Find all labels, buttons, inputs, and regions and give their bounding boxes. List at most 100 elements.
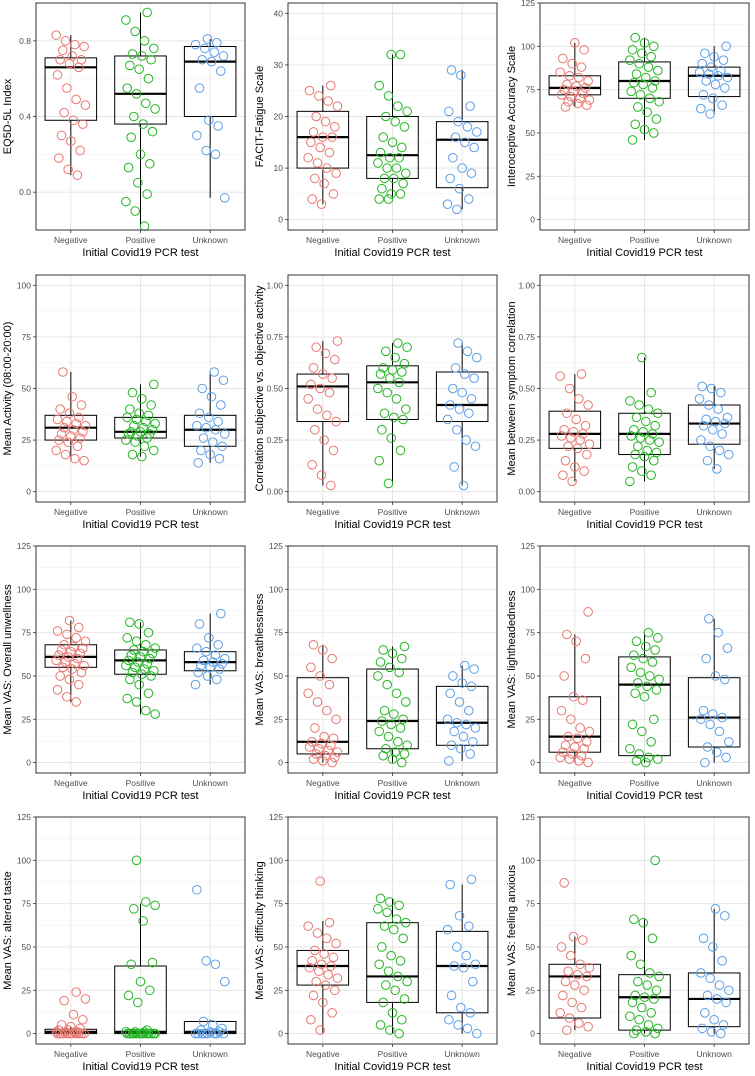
data-point — [583, 1021, 593, 1032]
data-point — [394, 1028, 404, 1039]
y-tick-label: 0 — [278, 1029, 283, 1039]
data-point — [574, 72, 584, 83]
data-point — [79, 455, 89, 466]
data-point — [70, 39, 80, 50]
data-point — [696, 968, 706, 978]
data-point — [327, 653, 337, 664]
data-point — [200, 43, 210, 54]
data-point — [579, 466, 589, 476]
y-axis-title: Interoceptive Accuracy Scale — [506, 46, 518, 187]
data-point — [454, 697, 465, 707]
data-point — [125, 1028, 135, 1039]
data-point — [387, 754, 398, 764]
data-point — [625, 743, 635, 754]
data-point — [560, 976, 571, 987]
data-point — [328, 189, 339, 199]
data-point — [642, 445, 652, 456]
data-point — [303, 394, 314, 404]
data-point — [654, 96, 664, 107]
data-point — [634, 58, 644, 69]
data-point — [649, 41, 659, 52]
data-point — [125, 617, 135, 628]
data-point — [198, 1016, 209, 1027]
data-point — [315, 383, 325, 394]
data-point — [123, 429, 134, 439]
data-point — [642, 980, 652, 990]
data-point — [641, 641, 651, 652]
data-point — [332, 336, 343, 346]
data-point — [401, 404, 411, 414]
data-point — [60, 657, 71, 667]
data-point — [59, 995, 69, 1006]
y-tick-label: 40 — [274, 8, 284, 18]
data-point — [464, 921, 474, 931]
data-point — [702, 990, 713, 1001]
data-point — [201, 422, 211, 433]
data-point — [448, 152, 458, 163]
data-point — [394, 152, 404, 163]
data-point — [558, 470, 568, 480]
data-point — [633, 102, 643, 112]
data-point — [567, 58, 577, 69]
data-point — [150, 643, 160, 654]
y-tick-label: 75 — [526, 899, 536, 909]
data-point — [402, 342, 412, 353]
data-point — [631, 636, 642, 647]
data-point — [575, 93, 585, 104]
data-point — [67, 664, 77, 674]
data-point — [716, 387, 726, 398]
data-point — [218, 1028, 229, 1039]
data-point — [316, 470, 327, 480]
data-point — [714, 726, 725, 737]
data-point — [142, 189, 152, 199]
data-point — [452, 204, 462, 215]
y-tick-label: 25 — [526, 985, 536, 995]
data-point — [649, 714, 659, 725]
data-point — [649, 994, 659, 1004]
data-point — [465, 1008, 475, 1018]
data-point — [78, 119, 88, 129]
data-point — [79, 41, 89, 52]
data-point — [442, 199, 453, 210]
data-point — [150, 1028, 160, 1039]
x-tick-label: Positive — [378, 778, 408, 788]
data-point — [645, 93, 655, 104]
data-point — [331, 938, 341, 949]
data-point — [470, 959, 481, 970]
data-point — [71, 633, 81, 643]
data-point — [574, 394, 584, 404]
data-point — [201, 145, 211, 156]
box-unknown — [687, 677, 741, 748]
data-point — [452, 717, 462, 728]
data-point — [457, 387, 467, 398]
data-point — [373, 904, 383, 914]
data-point — [74, 1028, 84, 1039]
data-point — [570, 38, 580, 48]
x-tick-label: Positive — [126, 778, 156, 788]
data-point — [641, 416, 651, 427]
data-point — [146, 400, 156, 410]
data-point — [584, 95, 595, 105]
data-point — [721, 41, 731, 52]
data-point — [700, 1008, 710, 1018]
data-point — [626, 662, 637, 673]
data-point — [63, 652, 73, 662]
data-point — [701, 76, 711, 86]
data-point — [705, 441, 715, 452]
data-point — [395, 49, 406, 60]
data-point — [383, 478, 394, 489]
data-point — [150, 418, 160, 429]
y-axis-title: Mean Activity (08:00-20:00) — [2, 322, 14, 456]
data-point — [318, 645, 328, 655]
data-point — [55, 671, 65, 681]
data-point — [149, 445, 159, 456]
data-point — [461, 719, 471, 730]
data-point — [397, 1014, 407, 1025]
data-point — [634, 1014, 644, 1025]
data-point — [383, 966, 394, 977]
data-point — [332, 973, 343, 983]
x-tick-label: Positive — [378, 507, 408, 517]
data-point — [639, 38, 650, 48]
data-point — [458, 962, 469, 973]
data-point — [138, 646, 148, 657]
